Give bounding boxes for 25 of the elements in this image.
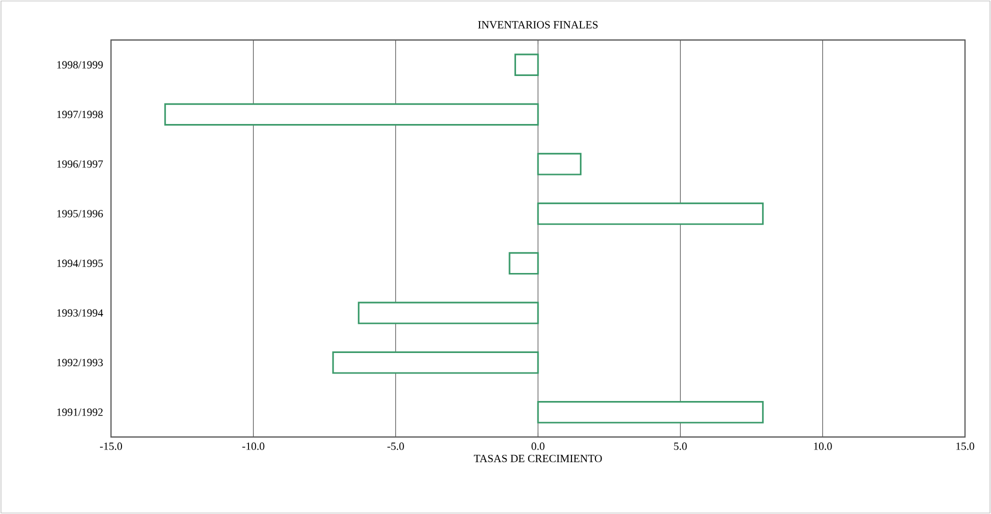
y-tick-label: 1993/1994 (57, 309, 104, 317)
x-tick-label: -10.0 (242, 442, 264, 450)
chart-title: INVENTARIOS FINALES (478, 21, 598, 29)
x-tick-label: -15.0 (100, 442, 122, 450)
bar (358, 302, 539, 324)
bar (332, 351, 539, 374)
y-tick-label: 1997/1998 (57, 110, 103, 118)
x-axis-title: TASAS DE CRECIMIENTO (474, 454, 602, 462)
bar (537, 152, 582, 176)
y-tick-label: 1998/1999 (57, 61, 103, 69)
bar (514, 54, 539, 76)
bar (508, 252, 539, 275)
y-tick-label: 1991/1992 (57, 408, 103, 416)
y-tick-label: 1995/1996 (57, 210, 103, 218)
bar (537, 400, 764, 424)
x-tick-label: 5.0 (674, 442, 687, 450)
x-tick-label: 15.0 (956, 442, 974, 450)
bar (164, 103, 539, 126)
x-tick-label: 10.0 (814, 442, 832, 450)
bar (537, 202, 764, 225)
y-tick-label: 1992/1993 (57, 358, 103, 366)
x-tick-label: 0.0 (532, 442, 544, 450)
x-tick-label: -5.0 (387, 442, 404, 450)
y-tick-label: 1996/1997 (57, 160, 103, 168)
y-tick-label: 1994/1995 (57, 260, 103, 267)
